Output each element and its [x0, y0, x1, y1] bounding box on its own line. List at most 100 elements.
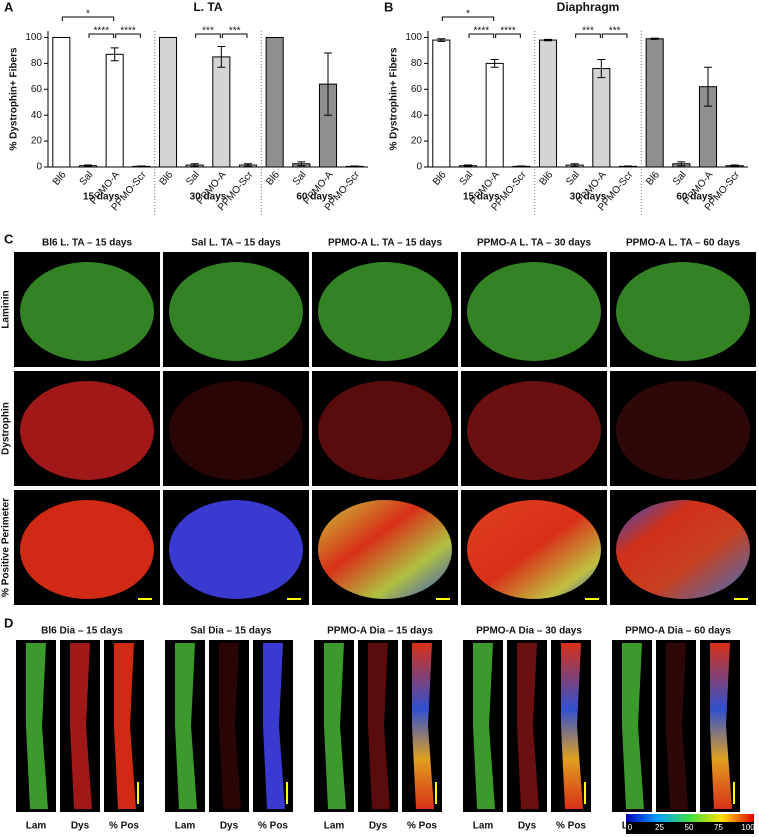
y-tick-label: 20 — [411, 136, 423, 147]
muscle-section — [616, 381, 750, 480]
significance-label: *** — [609, 26, 621, 37]
x-tick-label: Sal — [564, 170, 582, 188]
error-bar — [84, 164, 92, 167]
colorbar-label-bg — [626, 822, 754, 834]
significance-bracket — [61, 16, 115, 21]
error-bar — [544, 38, 552, 42]
error-bar — [297, 161, 306, 167]
muscle-section — [318, 381, 452, 480]
diaphragm-strip — [70, 643, 92, 809]
significance-label: **** — [94, 26, 110, 37]
diaphragm-strip — [263, 643, 285, 809]
colorbar-tick-label: 100 — [741, 823, 755, 832]
error-bar — [190, 163, 199, 167]
panel-letter: A — [4, 0, 14, 14]
channel-label: Lam — [473, 821, 494, 832]
colorbar-tick-label: 75 — [714, 823, 723, 832]
diaphragm-strip — [666, 643, 688, 809]
error-bar — [324, 52, 332, 116]
channel-label: Dys — [369, 821, 388, 832]
error-bar — [217, 46, 226, 68]
y-tick-label: 100 — [405, 32, 422, 43]
bar — [158, 36, 178, 168]
diaphragm-strip — [710, 643, 732, 809]
muscle-section — [169, 381, 303, 480]
diaphragm-strip — [219, 643, 241, 809]
panel-title: PPMO-A Dia – 60 days — [625, 626, 731, 637]
muscle-section — [467, 262, 601, 361]
panel-title: PPMO-A Dia – 15 days — [327, 626, 433, 637]
x-tick-label: Bl6 — [538, 169, 556, 187]
significance-label: * — [466, 9, 470, 20]
group-label: 15 days — [83, 192, 120, 203]
significance-label: **** — [120, 26, 136, 37]
y-tick-label: 80 — [411, 58, 423, 69]
y-tick-label: 40 — [411, 110, 423, 121]
y-tick-label: 0 — [36, 162, 42, 173]
panel-title: Bl6 Dia – 15 days — [41, 626, 123, 637]
panel-letter: C — [4, 231, 14, 246]
y-tick-label: 40 — [31, 110, 43, 121]
channel-label: Lam — [324, 821, 345, 832]
error-bar — [110, 47, 119, 62]
significance-label: *** — [229, 26, 241, 37]
significance-label: *** — [582, 26, 594, 37]
y-axis-label: % Dystrophin+ Fibers — [389, 47, 400, 151]
x-tick-label: Bl6 — [158, 169, 176, 187]
group-label: 60 days — [296, 192, 333, 203]
bar — [538, 39, 558, 168]
bar — [645, 38, 664, 168]
group-label: 15 days — [463, 192, 500, 203]
panel-title: Bl6 L. TA – 15 days — [42, 238, 132, 249]
x-tick-label: Sal — [78, 170, 96, 188]
significance-bracket — [468, 33, 495, 38]
channel-label: % Pos — [556, 821, 586, 832]
muscle-section — [169, 500, 303, 599]
error-bar — [244, 163, 252, 167]
bar — [52, 36, 71, 168]
channel-label: % Pos — [258, 821, 288, 832]
y-tick-label: 20 — [31, 136, 43, 147]
y-axis-label: % Dystrophin+ Fibers — [9, 47, 20, 151]
significance-label: *** — [202, 26, 214, 37]
panel-title: PPMO-A L. TA – 15 days — [328, 238, 443, 249]
error-bar — [677, 161, 686, 167]
x-tick-label: Sal — [671, 170, 689, 188]
panel-title: Sal L. TA – 15 days — [191, 238, 281, 249]
muscle-section — [20, 500, 154, 599]
significance-bracket — [441, 16, 495, 21]
error-bar — [704, 66, 712, 107]
diaphragm-strip — [175, 643, 197, 809]
channel-label: Lam — [175, 821, 196, 832]
error-bar — [570, 163, 579, 167]
channel-label: % Pos — [407, 821, 437, 832]
colorbar-tick-label: 50 — [685, 823, 694, 832]
significance-label: **** — [500, 26, 516, 37]
x-tick-label: Bl6 — [644, 169, 662, 187]
diaphragm-strip — [622, 643, 644, 809]
error-bar — [437, 38, 446, 42]
panel-title: Sal Dia – 15 days — [190, 626, 272, 637]
channel-label: Dys — [71, 821, 90, 832]
bar — [432, 39, 451, 168]
muscle-section — [318, 262, 452, 361]
chart-title: Diaphragm — [557, 0, 620, 14]
row-label: % Positive Perimeter — [1, 498, 12, 597]
group-label: 30 days — [190, 192, 227, 203]
bar — [265, 36, 284, 168]
chart-title: L. TA — [193, 0, 222, 14]
significance-bracket — [495, 33, 521, 38]
diaphragm-strip — [26, 643, 48, 809]
muscle-section — [467, 500, 601, 599]
significance-label: * — [86, 9, 90, 20]
colorbar — [626, 814, 754, 822]
channel-label: % Pos — [109, 821, 139, 832]
panel-title: PPMO-A L. TA – 60 days — [626, 238, 741, 249]
muscle-section — [616, 500, 750, 599]
muscle-section — [20, 381, 154, 480]
error-bar — [730, 164, 739, 167]
channel-label: Lam — [26, 821, 47, 832]
diaphragm-strip — [473, 643, 495, 809]
significance-bracket — [221, 33, 248, 38]
